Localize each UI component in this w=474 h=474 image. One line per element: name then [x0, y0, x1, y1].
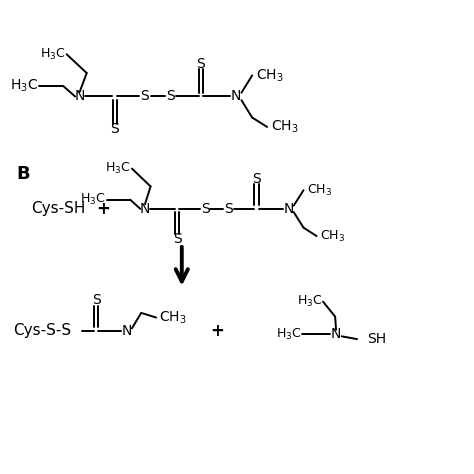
Text: N: N	[121, 324, 131, 337]
Text: S: S	[173, 232, 182, 246]
Text: $\mathsf{CH_3}$: $\mathsf{CH_3}$	[159, 310, 187, 326]
Text: N: N	[231, 90, 241, 103]
Text: SH: SH	[367, 332, 386, 346]
Text: $\mathsf{H_3C}$: $\mathsf{H_3C}$	[40, 47, 66, 62]
Text: $\mathsf{H_3C}$: $\mathsf{H_3C}$	[80, 192, 106, 207]
Text: $\mathsf{H_3C}$: $\mathsf{H_3C}$	[275, 327, 301, 342]
Text: S: S	[224, 202, 233, 216]
Text: $\mathsf{CH_3}$: $\mathsf{CH_3}$	[271, 118, 299, 135]
Text: S: S	[141, 90, 149, 103]
Text: +: +	[210, 322, 224, 340]
Text: S: S	[252, 172, 261, 186]
Text: N: N	[74, 90, 85, 103]
Text: +: +	[96, 200, 110, 218]
Text: Cys-S-S: Cys-S-S	[14, 323, 72, 338]
Text: B: B	[17, 165, 30, 183]
Text: N: N	[283, 202, 294, 216]
Text: N: N	[331, 328, 341, 341]
Text: S: S	[91, 293, 100, 307]
Text: $\mathsf{CH_3}$: $\mathsf{CH_3}$	[256, 67, 283, 83]
Text: S: S	[197, 57, 205, 71]
Text: $\mathsf{H_3C}$: $\mathsf{H_3C}$	[105, 161, 131, 176]
Text: $\mathsf{H_3C}$: $\mathsf{H_3C}$	[297, 294, 322, 309]
Text: S: S	[201, 202, 210, 216]
Text: Cys-SH: Cys-SH	[31, 201, 85, 217]
Text: N: N	[140, 202, 150, 216]
Text: $\mathsf{CH_3}$: $\mathsf{CH_3}$	[320, 228, 345, 244]
Text: $\mathsf{CH_3}$: $\mathsf{CH_3}$	[307, 182, 332, 198]
Text: $\mathsf{H_3C}$: $\mathsf{H_3C}$	[9, 78, 38, 94]
Text: S: S	[166, 90, 175, 103]
Text: S: S	[110, 122, 119, 136]
